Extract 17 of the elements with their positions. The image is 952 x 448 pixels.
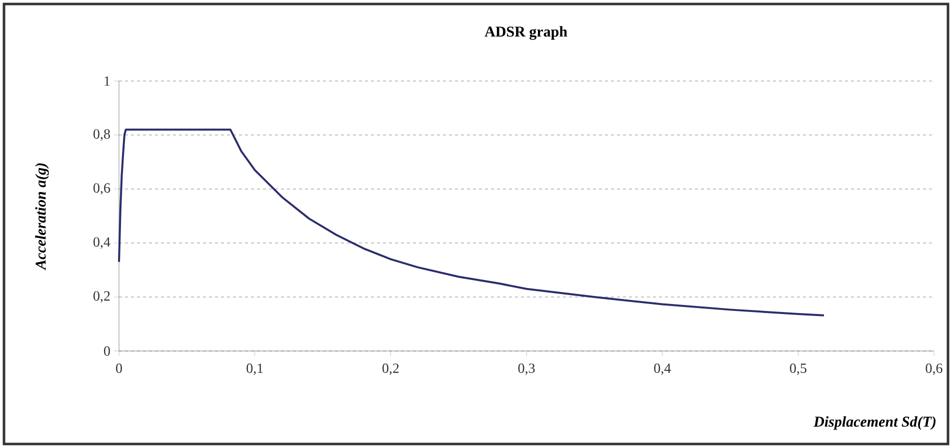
y-tick-label: 0,8 — [94, 129, 110, 141]
y-tick-label: 0 — [104, 346, 110, 356]
x-tick-label: 0,3 — [518, 364, 535, 375]
x-tick-label: 0,4 — [654, 364, 671, 375]
y-tick-label: 0,6 — [94, 183, 110, 195]
y-axis-title: Acceleration a(g) — [35, 163, 49, 270]
x-tick-label: 0,6 — [926, 364, 942, 375]
x-axis-title: Displacement Sd(T) — [813, 416, 936, 430]
y-tick-label: 1 — [104, 76, 110, 86]
x-tick-label: 0,5 — [790, 364, 806, 375]
y-tick-label: 0,2 — [94, 291, 110, 303]
chart-title: ADSR graph — [484, 26, 568, 40]
y-tick-label: 0,4 — [94, 237, 110, 249]
line-series — [118, 128, 825, 316]
x-tick-label: 0,2 — [382, 364, 399, 375]
x-tick-label: 0,1 — [246, 364, 263, 375]
x-tick-label: 0 — [116, 364, 122, 373]
